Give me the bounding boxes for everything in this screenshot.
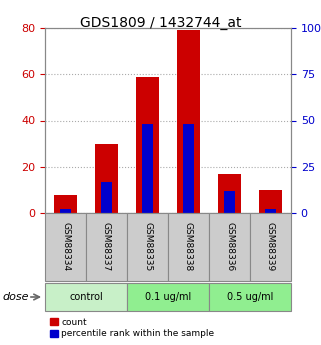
- Bar: [95, 144, 118, 213]
- Text: GSM88339: GSM88339: [266, 223, 275, 272]
- Legend: count, percentile rank within the sample: count, percentile rank within the sample: [49, 317, 214, 338]
- Bar: [86, 213, 127, 281]
- Bar: [60, 209, 71, 213]
- Bar: [218, 174, 241, 213]
- Bar: [177, 30, 200, 213]
- Bar: [183, 124, 194, 213]
- Bar: [168, 213, 209, 281]
- Bar: [209, 283, 291, 312]
- Bar: [209, 213, 250, 281]
- Text: GSM88334: GSM88334: [61, 223, 70, 272]
- Bar: [259, 190, 282, 213]
- Text: dose: dose: [2, 292, 29, 302]
- Text: control: control: [69, 292, 103, 302]
- Text: GDS1809 / 1432744_at: GDS1809 / 1432744_at: [80, 16, 241, 30]
- Text: GSM88336: GSM88336: [225, 223, 234, 272]
- Text: GSM88337: GSM88337: [102, 223, 111, 272]
- Text: GSM88335: GSM88335: [143, 223, 152, 272]
- Text: 0.1 ug/ml: 0.1 ug/ml: [145, 292, 191, 302]
- Bar: [224, 191, 235, 213]
- Text: 0.5 ug/ml: 0.5 ug/ml: [227, 292, 273, 302]
- Bar: [54, 195, 77, 213]
- Bar: [127, 213, 168, 281]
- Text: GSM88338: GSM88338: [184, 223, 193, 272]
- Bar: [45, 283, 127, 312]
- Bar: [45, 213, 86, 281]
- Bar: [250, 213, 291, 281]
- Bar: [142, 124, 153, 213]
- Bar: [101, 181, 112, 213]
- Bar: [265, 209, 276, 213]
- Bar: [136, 77, 159, 213]
- Bar: [127, 283, 209, 312]
